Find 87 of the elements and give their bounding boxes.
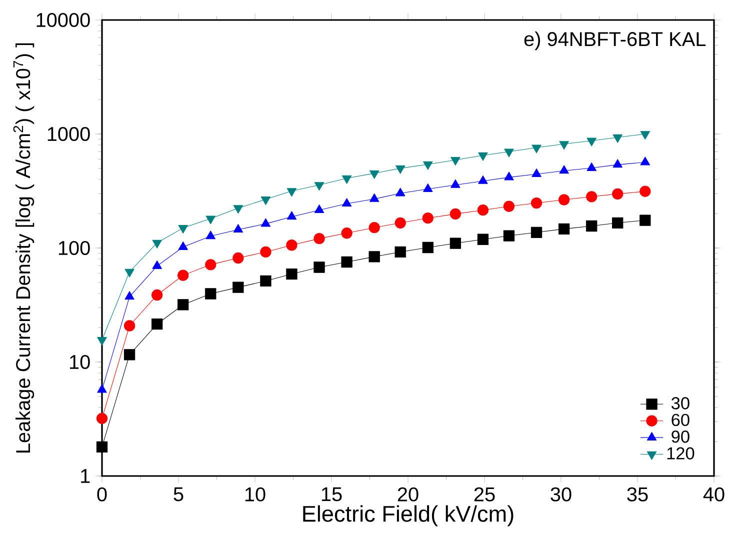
point [233,205,244,214]
point [422,242,434,254]
point [586,220,598,232]
point [152,240,162,248]
point [260,246,272,258]
point [586,138,596,146]
point [206,216,216,224]
legend-label: 30 [672,397,690,410]
point [422,212,434,224]
point [394,246,406,258]
point [178,299,189,310]
y-tick-label: 10 [70,354,90,370]
point [395,165,406,174]
point [124,268,134,278]
x-tick-label: 15 [322,487,342,502]
point [152,289,163,301]
point [260,275,272,287]
point [503,200,515,212]
point [342,175,352,184]
point [341,228,352,239]
point [96,441,108,452]
point [286,188,297,197]
legend-label: 60 [672,414,690,426]
x-tick-label: 20 [398,487,418,502]
point [558,223,570,235]
point [97,384,107,393]
point [124,349,136,360]
x-tick-label: 35 [627,487,648,502]
point [532,144,542,154]
y-axis-title: Leakage Current Density [log ( A/cm$^{2}$) ( x10$^{7}$) ] [13,43,34,452]
point [450,208,462,220]
y-tick-label: 1 [81,469,90,483]
point [205,259,216,270]
point [612,134,622,143]
point [504,148,514,158]
point [178,225,188,234]
point [640,214,651,226]
point [559,141,569,150]
point [232,252,244,264]
x-tick-label: 10 [245,487,266,502]
point [260,196,271,205]
x-tick-label: 30 [550,487,572,502]
point [206,230,216,240]
point [558,194,570,206]
point [423,161,433,170]
point [314,232,325,244]
point [368,222,380,234]
point [477,234,489,245]
point [152,318,163,330]
point [612,188,624,200]
point [232,282,244,293]
point [478,152,488,161]
y-tick-label: 1000 [48,126,90,142]
point [205,288,216,300]
point [530,197,542,209]
point [530,226,542,238]
point [314,262,325,273]
legend-label: 90 [672,430,690,443]
point [314,182,324,191]
point [586,191,598,202]
y-tick-label: 100 [58,240,90,256]
legend-label: 120 [667,447,694,460]
point [233,224,244,233]
point [640,131,650,140]
x-tick-label: 5 [174,487,184,502]
y-tick-label: 10000 [36,12,90,28]
point [503,230,515,242]
point [450,157,460,166]
x-axis-title: Electric Field( kV/cm) [303,505,514,526]
point [286,240,298,251]
point [286,268,298,280]
x-tick-label: 40 [703,487,724,502]
point [640,186,651,197]
point [124,291,134,300]
point [96,412,108,424]
point [394,217,406,228]
point [450,238,462,249]
point [477,204,489,216]
point [341,256,352,268]
point [612,217,624,228]
x-tick-label: 25 [474,487,495,502]
point [369,170,380,179]
point [124,320,136,332]
annotation: e) 94NBFT-6BT KAL [524,32,706,50]
x-tick-label: 0 [97,487,107,502]
point [368,251,380,262]
point [178,270,189,281]
